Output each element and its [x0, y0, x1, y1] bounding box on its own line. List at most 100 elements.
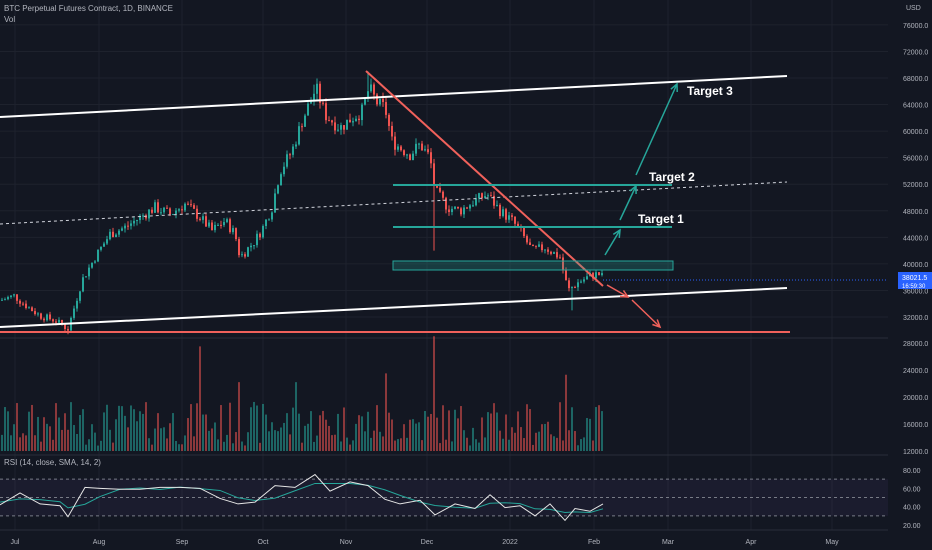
volume-bar	[271, 422, 273, 451]
price-tick-label: 40000.0	[903, 262, 928, 269]
volume-bar	[439, 443, 441, 451]
candle-body	[262, 225, 264, 238]
volume-bar	[169, 423, 171, 451]
volume-bar	[199, 346, 201, 451]
volume-bar	[52, 439, 54, 451]
volume-bar	[319, 415, 321, 451]
support-zone	[392, 260, 674, 271]
candle-body	[376, 94, 378, 105]
candle-body	[517, 223, 519, 227]
volume-bar	[91, 424, 93, 451]
volume-bar	[358, 415, 360, 451]
candle-body	[139, 215, 141, 221]
candle-body	[313, 93, 315, 101]
volume-bar	[388, 412, 390, 451]
candle-body	[256, 233, 258, 246]
volume-bar	[61, 429, 63, 451]
candle-body	[148, 209, 150, 219]
candle-body	[370, 84, 372, 92]
candle-body	[187, 203, 189, 205]
arrow-to-target-3	[635, 83, 678, 176]
candle-body	[37, 313, 39, 315]
volume-bar	[580, 439, 582, 451]
candle-body	[193, 205, 195, 209]
currency-label: USD	[906, 5, 921, 12]
volume-bar	[250, 407, 252, 451]
volume-bar	[331, 435, 333, 451]
volume-bar	[121, 406, 123, 451]
volume-bar	[463, 430, 465, 451]
volume-bar	[382, 436, 384, 451]
volume-bar	[379, 431, 381, 451]
volume-bar	[307, 423, 309, 451]
arrow-down-1	[606, 284, 629, 298]
volume-bar	[157, 413, 159, 451]
candle-body	[28, 307, 30, 309]
volume-bar	[4, 407, 6, 451]
candle-body	[145, 215, 147, 219]
price-tick-label: 72000.0	[903, 49, 928, 56]
volume-bar	[46, 423, 48, 451]
volume-bar	[10, 435, 12, 451]
arrow-to-target-1-head	[612, 228, 621, 239]
candle-body	[544, 249, 546, 251]
candle-body	[289, 154, 291, 156]
candle-body	[211, 222, 213, 231]
volume-bar	[595, 407, 597, 451]
volume-bar	[583, 437, 585, 451]
candle-body	[229, 219, 231, 233]
candle-body	[493, 195, 495, 206]
volume-bar	[22, 433, 24, 451]
candle-body	[583, 279, 585, 282]
price-tick-label: 76000.0	[903, 23, 928, 30]
volume-bar	[349, 444, 351, 451]
volume-bar	[43, 417, 45, 451]
candle-body	[514, 216, 516, 224]
volume-bar	[400, 438, 402, 451]
candle-body	[169, 208, 171, 215]
volume-bar	[262, 403, 264, 451]
candle-body	[529, 242, 531, 245]
volume-bar	[37, 416, 39, 451]
volume-bar	[127, 427, 129, 451]
candle-body	[502, 209, 504, 217]
candle-body	[292, 146, 294, 155]
volume-bar	[334, 434, 336, 451]
volume-bar	[364, 431, 366, 451]
volume-bar	[238, 382, 240, 451]
volume-bar	[289, 434, 291, 451]
volume-bar	[373, 430, 375, 451]
volume-bar	[574, 431, 576, 451]
rsi-label: RSI (14, close, SMA, 14, 2)	[4, 458, 101, 467]
volume-bar	[136, 421, 138, 451]
volume-bar	[391, 419, 393, 451]
rsi-pane	[0, 473, 888, 522]
price-tick-label: 36000.0	[903, 288, 928, 295]
volume-bar	[535, 432, 537, 451]
volume-bar	[85, 444, 87, 451]
candle-body	[358, 118, 360, 121]
current-price-badge	[898, 272, 932, 289]
candle-body	[361, 104, 363, 121]
chart-drawings[interactable]	[0, 70, 790, 333]
volume-bar	[280, 427, 282, 451]
candle-body	[532, 244, 534, 246]
candle-body	[328, 120, 330, 122]
volume-bar	[223, 441, 225, 451]
candle-body	[406, 154, 408, 156]
volume-bar	[235, 432, 237, 451]
volume-bar	[577, 445, 579, 451]
volume-bar	[346, 437, 348, 451]
candle-body	[202, 216, 204, 220]
volume-bar	[472, 427, 474, 451]
candle-body	[34, 311, 36, 315]
volume-bar	[112, 442, 114, 451]
candle-body	[85, 276, 87, 278]
volume-bar	[340, 441, 342, 451]
volume-bar	[469, 445, 471, 451]
candle-body	[151, 209, 153, 213]
volume-bar	[175, 440, 177, 451]
volume-bar	[466, 437, 468, 451]
volume-bar	[139, 411, 141, 451]
